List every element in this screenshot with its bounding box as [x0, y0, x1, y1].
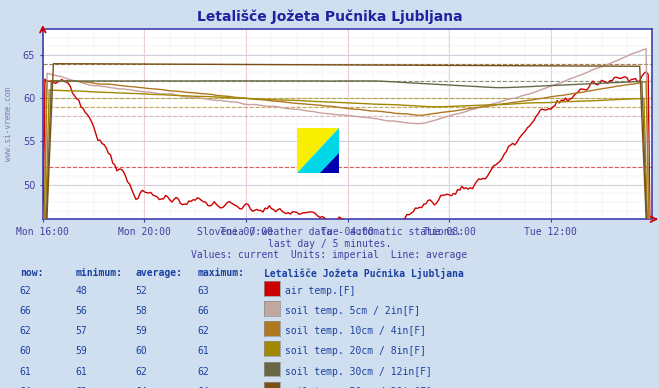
Text: 66: 66 [20, 306, 32, 316]
Text: 59: 59 [135, 326, 147, 336]
Text: last day / 5 minutes.: last day / 5 minutes. [268, 239, 391, 249]
Text: 62: 62 [198, 367, 210, 377]
Text: 48: 48 [76, 286, 88, 296]
Text: 61: 61 [198, 346, 210, 357]
Text: Values: current  Units: imperial  Line: average: Values: current Units: imperial Line: av… [191, 250, 468, 260]
Text: 61: 61 [76, 367, 88, 377]
Text: soil temp. 20cm / 8in[F]: soil temp. 20cm / 8in[F] [285, 346, 426, 357]
Text: 57: 57 [76, 326, 88, 336]
Text: 62: 62 [198, 326, 210, 336]
Text: soil temp. 30cm / 12in[F]: soil temp. 30cm / 12in[F] [285, 367, 432, 377]
Text: soil temp. 5cm / 2in[F]: soil temp. 5cm / 2in[F] [285, 306, 420, 316]
Text: 63: 63 [198, 286, 210, 296]
Text: 64: 64 [198, 387, 210, 388]
Text: 61: 61 [20, 367, 32, 377]
Text: Letališče Jožeta Pučnika Ljubljana: Letališče Jožeta Pučnika Ljubljana [196, 10, 463, 24]
Text: Slovenia / weather data - automatic stations.: Slovenia / weather data - automatic stat… [197, 227, 462, 237]
Text: soil temp. 10cm / 4in[F]: soil temp. 10cm / 4in[F] [285, 326, 426, 336]
Polygon shape [297, 128, 339, 173]
Text: 66: 66 [198, 306, 210, 316]
Text: 56: 56 [76, 306, 88, 316]
Text: 58: 58 [135, 306, 147, 316]
Text: 64: 64 [20, 387, 32, 388]
Text: Letališče Jožeta Pučnika Ljubljana: Letališče Jožeta Pučnika Ljubljana [264, 268, 463, 279]
Text: 64: 64 [135, 387, 147, 388]
Text: 62: 62 [20, 326, 32, 336]
Text: 60: 60 [20, 346, 32, 357]
Text: 52: 52 [135, 286, 147, 296]
Text: 62: 62 [135, 367, 147, 377]
Text: 62: 62 [20, 286, 32, 296]
Polygon shape [297, 128, 339, 173]
Text: 60: 60 [135, 346, 147, 357]
Text: now:: now: [20, 268, 43, 278]
Text: maximum:: maximum: [198, 268, 244, 278]
Text: minimum:: minimum: [76, 268, 123, 278]
Text: 59: 59 [76, 346, 88, 357]
Polygon shape [320, 152, 339, 173]
Text: www.si-vreme.com: www.si-vreme.com [4, 87, 13, 161]
Text: soil temp. 50cm / 20in[F]: soil temp. 50cm / 20in[F] [285, 387, 432, 388]
Text: 63: 63 [76, 387, 88, 388]
Text: average:: average: [135, 268, 182, 278]
Text: air temp.[F]: air temp.[F] [285, 286, 356, 296]
